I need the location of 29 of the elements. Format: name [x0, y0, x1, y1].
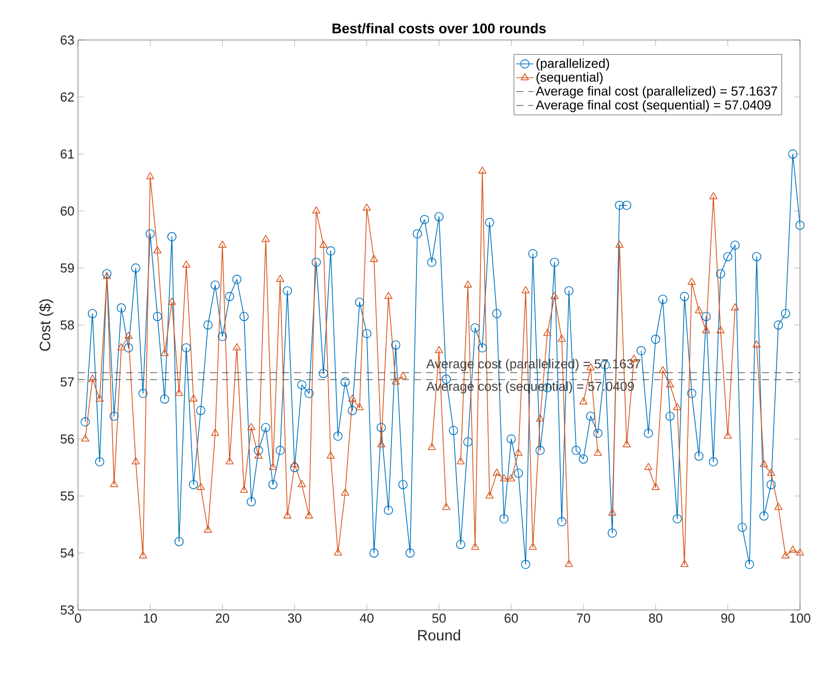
- y-tick-label: 62: [60, 92, 74, 102]
- legend-label: Average final cost (sequential) = 57.0409: [536, 100, 771, 112]
- x-tick-label: 40: [360, 614, 374, 623]
- y-tick-label: 61: [60, 149, 74, 159]
- legend-label: (sequential): [536, 72, 603, 84]
- y-tick-label: 59: [60, 263, 74, 273]
- y-tick-label: 58: [60, 320, 74, 330]
- y-tick-label: 63: [60, 35, 74, 45]
- x-tick-label: 60: [504, 614, 518, 623]
- chart-title: Best/final costs over 100 rounds: [332, 23, 546, 34]
- x-tick-label: 80: [648, 614, 662, 623]
- x-tick-label: 90: [721, 614, 735, 623]
- y-tick-label: 56: [60, 434, 74, 444]
- y-tick-label: 60: [60, 206, 74, 216]
- y-tick-label: 57: [60, 377, 74, 387]
- x-tick-label: 20: [216, 614, 230, 623]
- legend-label: Average final cost (parallelized) = 57.1637: [536, 86, 778, 98]
- y-tick-label: 55: [60, 491, 74, 501]
- x-tick-label: 10: [144, 614, 157, 623]
- y-tick-label: 54: [60, 548, 74, 558]
- y-tick-label: 53: [60, 605, 74, 615]
- x-tick-label: 70: [576, 614, 590, 623]
- x-tick-label: 0: [74, 614, 82, 623]
- y-axis-title: Cost ($): [39, 299, 54, 351]
- legend-label: (parallelized): [536, 58, 610, 71]
- x-tick-label: 30: [288, 614, 302, 623]
- x-tick-label: 100: [790, 614, 810, 623]
- x-tick-label: 50: [432, 614, 446, 623]
- x-axis-title: Round: [418, 630, 460, 640]
